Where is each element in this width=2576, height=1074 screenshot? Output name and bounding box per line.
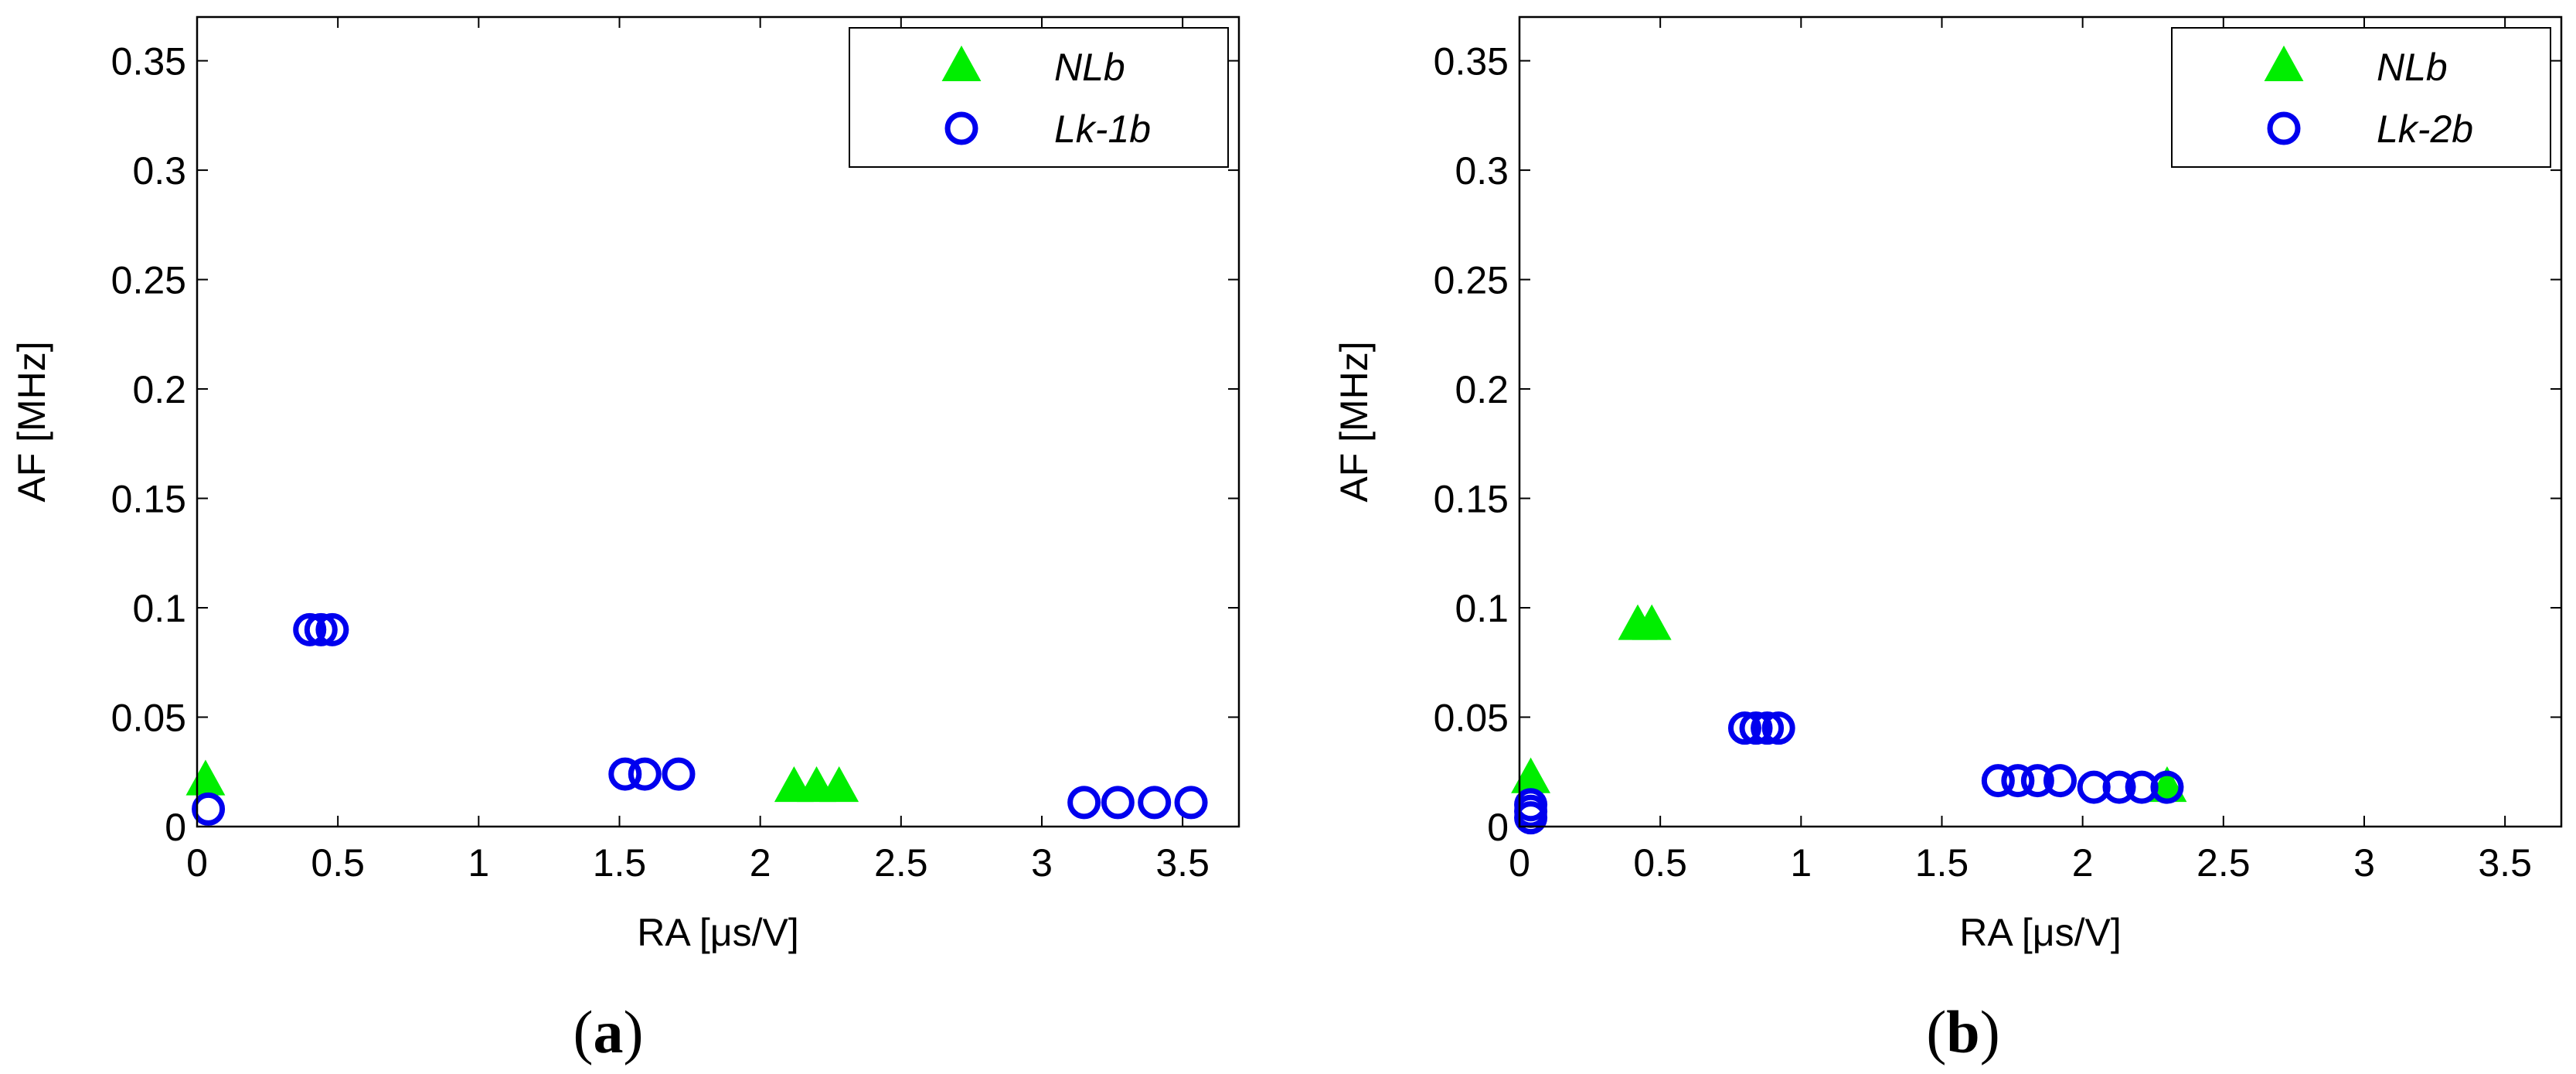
y-tick-label: 0 [1487, 806, 1509, 849]
y-tick-label: 0.3 [1455, 149, 1509, 193]
legend-marker-nlb [2264, 45, 2304, 81]
caption-a-label: a [593, 998, 624, 1065]
y-axis-label: AF [MHz] [10, 341, 53, 502]
lk-point [1751, 711, 1785, 745]
caption-b-open: ( [1926, 998, 1947, 1065]
legend-box [2171, 27, 2551, 168]
legend-label: Lk-2b [2377, 107, 2473, 151]
lk-point [1174, 786, 1208, 820]
x-tick-label: 1.5 [593, 841, 647, 885]
y-tick-label: 0.25 [111, 259, 186, 302]
legend-marker-lk [944, 111, 978, 145]
y-tick-label: 0.25 [1434, 259, 1509, 302]
y-tick-label: 0.3 [132, 149, 186, 193]
y-tick-label: 0.2 [132, 368, 186, 411]
series-lk-1b [192, 612, 1208, 826]
lk-point [2150, 770, 2184, 804]
lk-point [315, 612, 349, 646]
x-tick-label: 2.5 [2197, 841, 2251, 885]
series-nlb [185, 759, 859, 803]
nlb-point [819, 765, 859, 803]
panel-a-caption: (a) [531, 997, 686, 1067]
caption-b-label: b [1946, 998, 1980, 1065]
lk-point [1067, 786, 1101, 820]
legend-box [849, 27, 1229, 168]
x-tick-label: 3.5 [1155, 841, 1210, 885]
lk-point [1727, 711, 1761, 745]
legend: NLb Lk-1b [849, 27, 1229, 168]
x-tick-label: 3 [1031, 841, 1053, 885]
x-tick-label: 0.5 [1633, 841, 1687, 885]
y-axis-label: AF [MHz] [1332, 341, 1376, 502]
legend: NLb Lk-2b [2171, 27, 2551, 168]
axes-frame [196, 15, 1240, 828]
x-tick-label: 2 [2072, 841, 2094, 885]
x-tick-label: 0.5 [311, 841, 365, 885]
x-axis-label: RA [μs/V] [1959, 911, 2121, 954]
x-axis-label: RA [μs/V] [637, 911, 798, 954]
nlb-point [1632, 604, 1672, 640]
lk-point [1101, 786, 1135, 820]
legend-label: Lk-1b [1054, 107, 1151, 151]
caption-b-close: ) [1979, 998, 2000, 1065]
legend-label: NLb [1054, 46, 1125, 89]
x-tick-label: 1 [468, 841, 489, 885]
y-tick-label: 0.05 [111, 697, 186, 740]
axes-frame [1518, 15, 2563, 828]
legend-marker-lk [2267, 111, 2301, 145]
lk-point [608, 757, 642, 791]
x-tick-label: 2.5 [874, 841, 928, 885]
y-tick-label: 0.35 [1434, 40, 1509, 84]
x-tick-label: 1.5 [1915, 841, 1969, 885]
y-tick-label: 0.05 [1434, 697, 1509, 740]
y-tick-label: 0.35 [111, 40, 186, 84]
lk-point [1761, 711, 1795, 745]
legend-marker-nlb [941, 45, 982, 81]
series-nlb [1511, 604, 2187, 803]
lk-point [1739, 711, 1773, 745]
y-tick-label: 0.1 [132, 587, 186, 630]
legend-label: NLb [2377, 46, 2448, 89]
lk-point [2043, 764, 2077, 798]
y-tick-label: 0 [165, 806, 186, 849]
series-lk-2b [1514, 711, 2184, 835]
lk-point [2102, 770, 2136, 804]
chart-panel-a: 0 0.5 1 1.5 2 2.5 3 3.5 0 0.05 0.1 0.15 0.2 0.25 0.3 0.… [10, 15, 1240, 954]
x-tick-label: 0 [1509, 841, 1530, 885]
y-tick-label: 0.15 [111, 478, 186, 521]
x-tick-label: 3 [2353, 841, 2375, 885]
lk-point [662, 757, 696, 791]
lk-point [2020, 764, 2054, 798]
x-tick-label: 0 [186, 841, 208, 885]
chart-panel-b: 0 0.5 1 1.5 2 2.5 3 3.5 0 0.05 0.1 0.15 0.2 0.25 0.3 0.… [1332, 15, 2563, 954]
caption-a-open: ( [573, 998, 594, 1065]
y-tick-label: 0.1 [1455, 587, 1509, 630]
lk-point [192, 792, 226, 826]
lk-point [1981, 764, 2015, 798]
lk-point [1138, 786, 1172, 820]
x-tick-label: 2 [750, 841, 771, 885]
y-tick-label: 0.15 [1434, 478, 1509, 521]
lk-point [304, 612, 338, 646]
caption-a-close: ) [623, 998, 644, 1065]
panel-b-caption: (b) [1886, 997, 2040, 1067]
x-tick-label: 3.5 [2478, 841, 2532, 885]
x-tick-label: 1 [1790, 841, 1812, 885]
lk-point [628, 757, 662, 791]
lk-point [293, 612, 327, 646]
lk-point [1514, 788, 1548, 822]
lk-point [2001, 764, 2035, 798]
y-tick-label: 0.2 [1455, 368, 1509, 411]
